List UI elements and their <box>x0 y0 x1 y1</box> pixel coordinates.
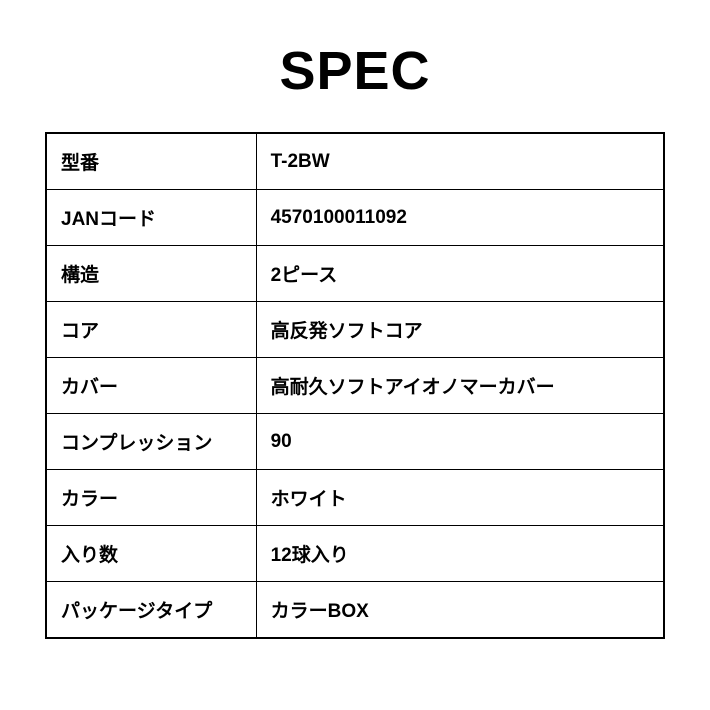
table-row: 入り数 12球入り <box>46 526 664 582</box>
table-row: 構造 2ピース <box>46 246 664 302</box>
table-row: カラー ホワイト <box>46 470 664 526</box>
spec-label: 型番 <box>46 133 256 190</box>
spec-label: コア <box>46 302 256 358</box>
spec-label: 構造 <box>46 246 256 302</box>
spec-value: ホワイト <box>256 470 664 526</box>
spec-value: 90 <box>256 414 664 470</box>
spec-value: 2ピース <box>256 246 664 302</box>
table-row: JANコード 4570100011092 <box>46 190 664 246</box>
table-row: パッケージタイプ カラーBOX <box>46 582 664 639</box>
spec-value: 高反発ソフトコア <box>256 302 664 358</box>
spec-label: パッケージタイプ <box>46 582 256 639</box>
spec-value: 高耐久ソフトアイオノマーカバー <box>256 358 664 414</box>
spec-value: 12球入り <box>256 526 664 582</box>
table-row: カバー 高耐久ソフトアイオノマーカバー <box>46 358 664 414</box>
spec-label: 入り数 <box>46 526 256 582</box>
table-row: コンプレッション 90 <box>46 414 664 470</box>
spec-label: JANコード <box>46 190 256 246</box>
spec-label: コンプレッション <box>46 414 256 470</box>
spec-table: 型番 T-2BW JANコード 4570100011092 構造 2ピース コア… <box>45 132 665 639</box>
spec-label: カバー <box>46 358 256 414</box>
page-title: SPEC <box>45 40 665 102</box>
spec-label: カラー <box>46 470 256 526</box>
table-row: 型番 T-2BW <box>46 133 664 190</box>
table-row: コア 高反発ソフトコア <box>46 302 664 358</box>
spec-value: 4570100011092 <box>256 190 664 246</box>
spec-value: カラーBOX <box>256 582 664 639</box>
spec-value: T-2BW <box>256 133 664 190</box>
